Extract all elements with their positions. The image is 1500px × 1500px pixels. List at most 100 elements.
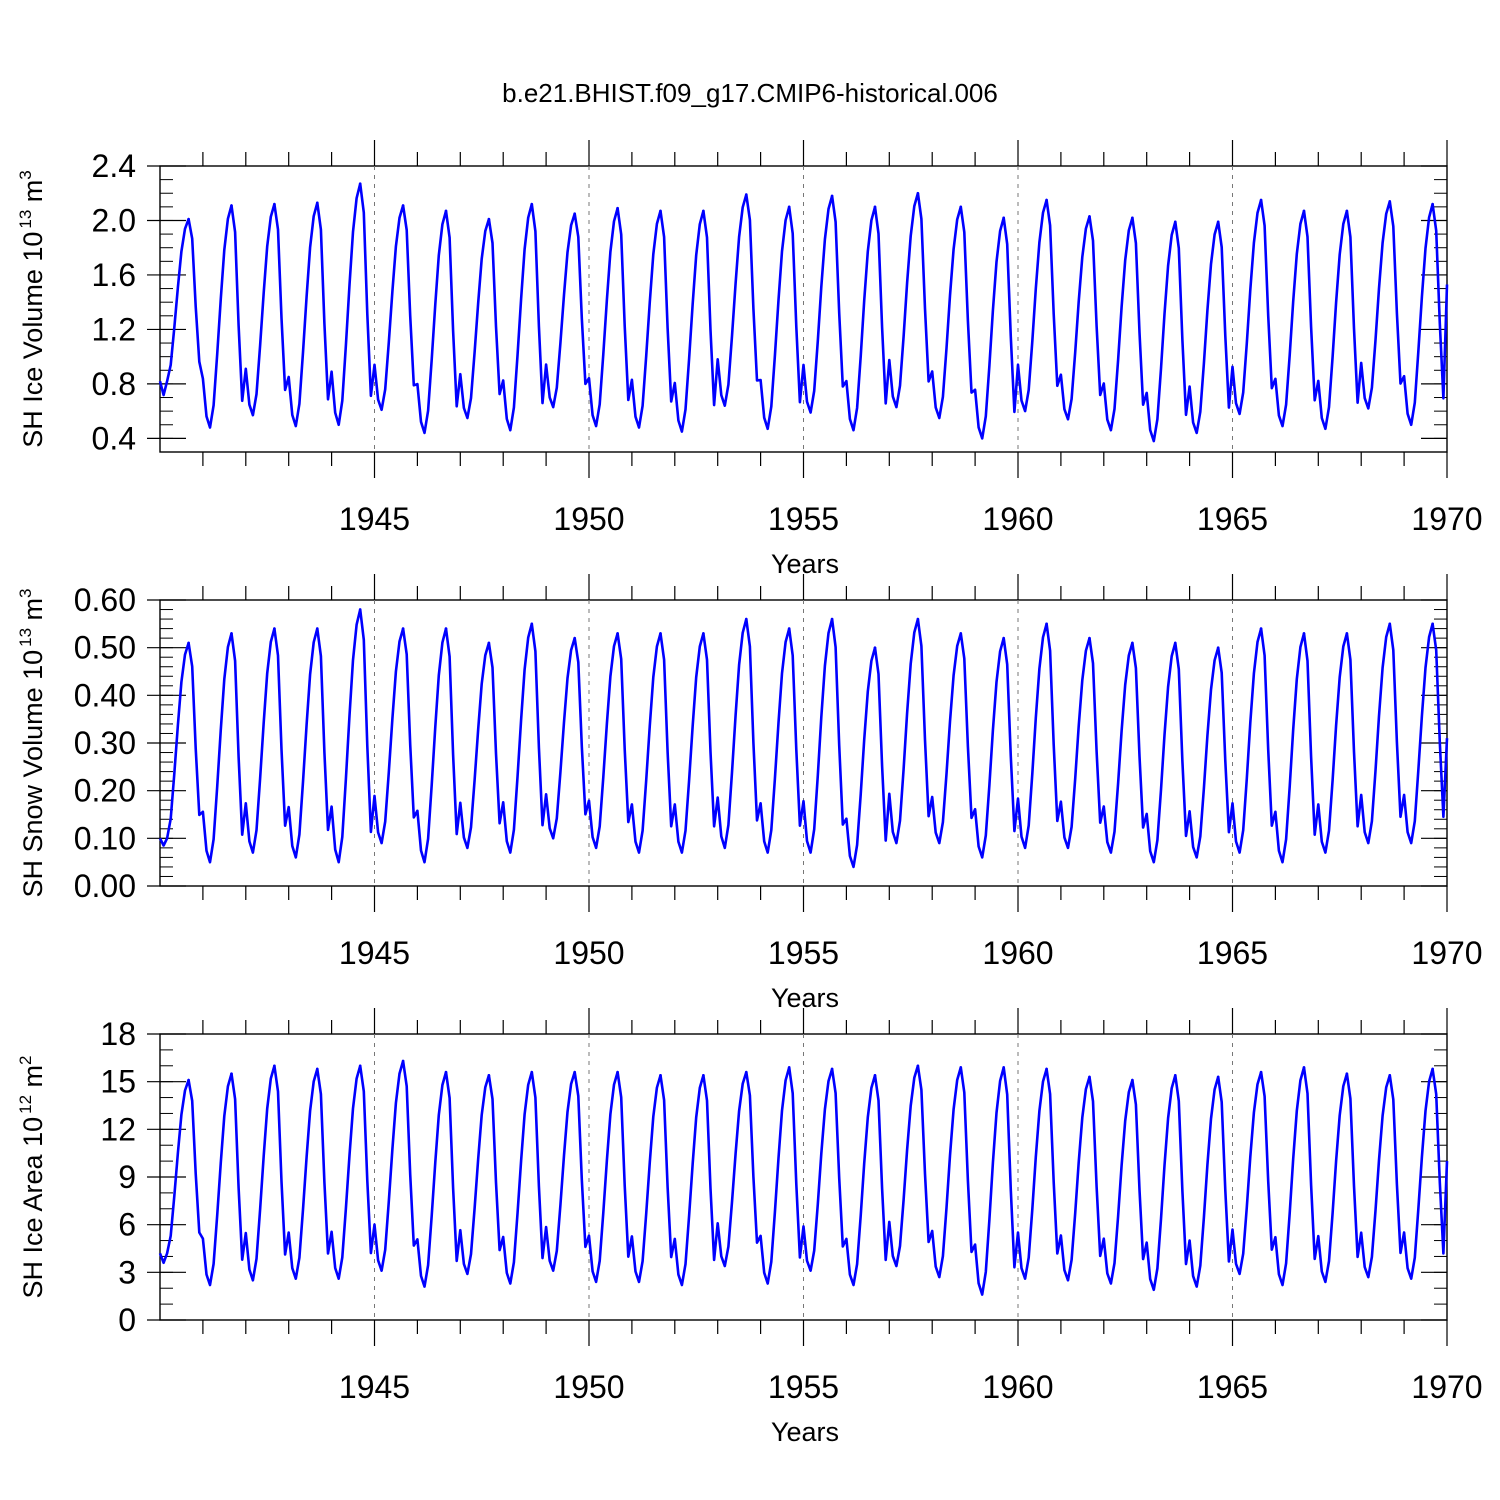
y-tick-label: 0.00 [74,868,136,904]
y-tick-label: 0.40 [74,677,136,713]
y-tick-label: 12 [100,1111,136,1147]
data-point-max [444,627,448,630]
y-tick-label: 0.50 [74,630,136,666]
y-axis-title-superscript: 13 [16,628,35,647]
data-point-max [187,217,190,221]
data-point-max [1259,198,1263,202]
y-axis-title: SH Ice Area 10 12 m2 [16,1056,48,1299]
x-tick-label: 1945 [339,935,410,971]
data-point-max [1045,1067,1048,1071]
y-tick-label: 2.4 [92,148,136,184]
data-point-max [444,1070,448,1074]
data-point-max [315,627,319,630]
y-tick-label: 1.6 [92,257,136,293]
data-point-max [315,1067,319,1071]
data-point-max [1002,636,1005,640]
y-tick-label: 0.8 [92,366,136,402]
data-point-max [358,1064,362,1068]
x-tick-label: 1965 [1197,1369,1268,1405]
data-point-max [401,627,405,630]
data-point-max [1345,1072,1349,1076]
data-point-max [273,202,276,206]
data-point-max [358,182,362,186]
data-point-max [1388,622,1392,626]
panel-3: 1945 1950 1955 1960 1965 1970 Years 0 3 6 9 12 15 18 S… [16,1008,1483,1447]
data-point-max [1045,198,1048,202]
panel-1: 1945 1950 1955 1960 1965 1970 Years 0.4 0.8 1.2 1.… [16,140,1483,579]
x-tick-label: 1960 [982,501,1053,537]
x-axis-title: Years [771,549,839,579]
data-point-max [1345,632,1349,635]
y-axis-title-part: SH Ice Volume 10 [18,232,48,448]
data-point-max [744,1070,748,1074]
y-tick-label: 18 [100,1016,136,1052]
data-point-max [916,1064,920,1068]
data-point-max [787,205,791,209]
data-point-max [659,209,662,213]
x-tick-label: 1955 [768,935,839,971]
x-tick-label: 1960 [982,1369,1053,1405]
data-point-max [1216,1075,1220,1079]
data-point-max [616,1070,619,1074]
panel-2: 1945 1950 1955 1960 1965 1970 Years 0.00 0.10 0.2… [16,574,1483,1013]
data-point-max [1088,1075,1091,1079]
y-axis-title-superscript: 2 [16,1056,35,1065]
series-line-panel-1 [158,182,1449,443]
y-axis-title-superscript: 12 [16,1095,35,1114]
data-point-max [1173,1074,1177,1077]
y-axis-title-superscript: 3 [16,588,35,597]
data-point-max [787,1066,791,1069]
y-axis-title-part: m [18,1065,48,1095]
data-point-max [873,646,877,649]
y-axis-title-superscript: 13 [16,210,35,229]
data-point-max [916,617,920,621]
data-point-max [702,1074,705,1077]
data-point-max [1045,622,1048,626]
data-point-max [830,194,834,198]
data-point-max [1088,636,1091,640]
data-point-max [187,641,190,645]
x-axis-title: Years [771,1417,839,1447]
y-axis-title-part: m [18,180,48,210]
data-point-max [1002,216,1005,220]
data-point-max [1431,1067,1434,1071]
data-point-max [1388,200,1392,203]
x-tick-label: 1955 [768,501,839,537]
data-point-max [530,202,534,206]
data-point-max [1431,202,1434,206]
x-tick-label: 1970 [1411,935,1482,971]
data-point-max [573,212,576,215]
data-point-max [1259,627,1263,630]
y-tick-label: 0 [118,1302,136,1338]
data-point-max [616,206,619,210]
data-point-max [702,632,705,635]
data-point-max [873,205,877,209]
x-tick-label: 1950 [553,1369,624,1405]
figure-title: b.e21.BHIST.f09_g17.CMIP6-historical.006 [502,78,998,108]
data-point-max [830,1067,834,1071]
data-point-max [487,1074,491,1077]
y-tick-label: 1.2 [92,311,136,347]
data-point-max [1259,1070,1263,1074]
y-tick-label: 0.30 [74,725,136,761]
y-axis-title-superscript: 3 [16,170,35,179]
data-point-max [659,632,662,635]
data-point-max [1131,216,1134,220]
data-point-max [959,1066,963,1069]
x-tick-label: 1970 [1411,1369,1482,1405]
data-point-max [487,217,491,221]
x-axis-title: Years [771,983,839,1013]
data-point-max [1345,209,1349,213]
data-point-max [959,205,963,209]
data-point-max [1431,622,1434,626]
data-point-max [1302,209,1306,213]
y-tick-label: 9 [118,1159,136,1195]
data-point-max [873,1074,877,1077]
y-tick-label: 0.10 [74,820,136,856]
y-tick-label: 0.4 [92,420,136,456]
data-point-max [530,622,534,626]
data-point-max [1002,1066,1005,1069]
data-point-max [444,209,448,213]
